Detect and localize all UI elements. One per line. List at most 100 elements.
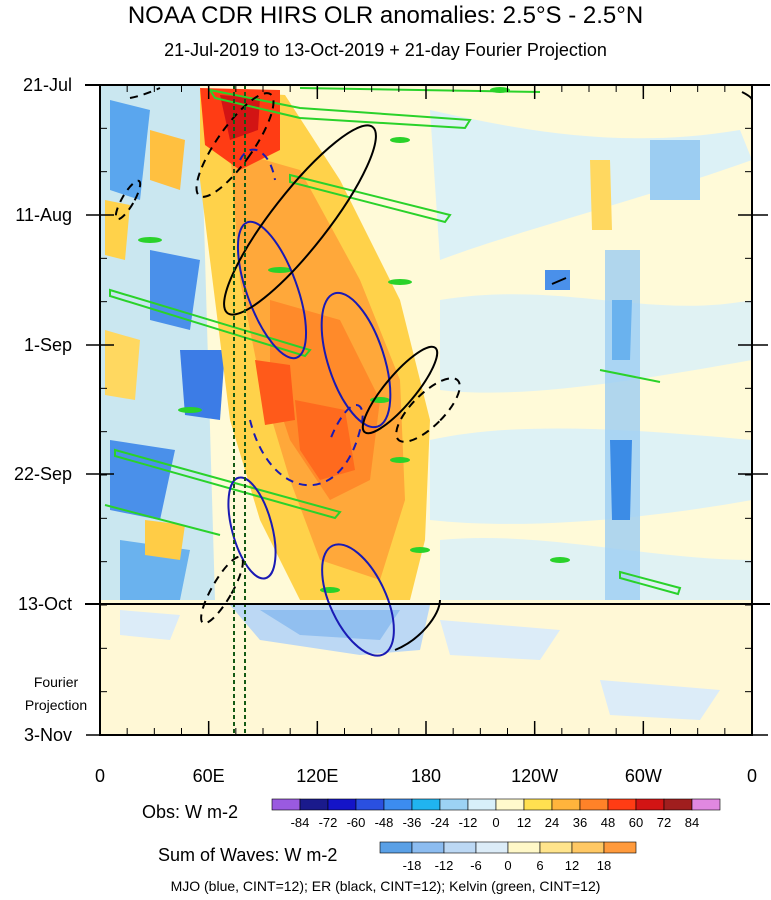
obs-colorbar-label: 36 <box>573 815 587 830</box>
obs-colorbar-label: -36 <box>403 815 422 830</box>
anomaly-blob <box>440 294 752 393</box>
x-tick-label: 0 <box>747 766 757 786</box>
obs-colorbar-swatch <box>523 798 553 811</box>
kelvin-contour <box>207 88 472 130</box>
obs-colorbar-label: 24 <box>545 815 559 830</box>
kelvin-blob <box>388 279 412 285</box>
er-contour <box>395 377 461 443</box>
waves-colorbar-label: -6 <box>470 858 482 873</box>
obs-colorbar-label: 48 <box>601 815 615 830</box>
mjo-contour <box>321 543 395 657</box>
mjo-contour <box>227 476 277 580</box>
obs-colorbar-swatch <box>439 798 469 811</box>
er-contour <box>223 124 377 316</box>
obs-colorbar-swatch <box>579 798 609 811</box>
x-tick-label: 180 <box>411 766 441 786</box>
contour-legend: MJO (blue, CINT=12); ER (black, CINT=12)… <box>170 878 601 894</box>
y-tick-label: 3-Nov <box>24 725 72 745</box>
obs-colorbar-swatch <box>355 798 385 811</box>
obs-colorbar-swatch <box>607 798 637 811</box>
kelvin-blob <box>268 267 292 273</box>
obs-colorbar-label: 84 <box>685 815 699 830</box>
obs-colorbar-label: -72 <box>319 815 338 830</box>
anomaly-blob <box>260 610 400 640</box>
anomaly-blob <box>610 440 632 520</box>
x-axis: 0 60E 120E 180 120W 60W 0 <box>95 85 757 786</box>
anomaly-blob <box>150 250 200 330</box>
kelvin-blob <box>410 547 430 553</box>
y-axis: 21-Jul 11-Aug 1-Sep 22-Sep 13-Oct 3-Nov <box>14 75 768 745</box>
waves-colorbar-swatch <box>603 841 637 854</box>
obs-colorbar-swatch <box>551 798 581 811</box>
waves-colorbar-swatch <box>539 841 573 854</box>
y-tick-label: 1-Sep <box>24 335 72 355</box>
kelvin-contour <box>599 369 661 383</box>
projection-label: Projection <box>25 697 87 713</box>
anomaly-blob <box>145 520 185 560</box>
obs-colorbar-swatch <box>663 798 693 811</box>
obs-colorbar-label: -12 <box>459 815 478 830</box>
anomaly-blob <box>545 270 570 290</box>
fourier-label: Fourier <box>34 674 79 690</box>
waves-colorbar-swatch <box>411 841 445 854</box>
kelvin-contour <box>619 570 682 596</box>
waves-colorbar-swatch <box>379 841 413 854</box>
obs-colorbar-label: -24 <box>431 815 450 830</box>
x-tick-label: 120E <box>296 766 338 786</box>
waves-colorbar-label: 18 <box>597 858 611 873</box>
obs-colorbar-swatch <box>635 798 665 811</box>
anomaly-blob <box>590 160 612 230</box>
obs-colorbar-label: -84 <box>291 815 310 830</box>
anomaly-blob <box>120 610 180 640</box>
waves-colorbar: -18 -12 -6 0 6 12 18 <box>379 841 637 873</box>
obs-colorbar: -84 -72 -60 -48 -36 -24 -12 0 12 24 36 48 60 72 84 <box>271 798 721 830</box>
obs-colorbar-label: 72 <box>657 815 671 830</box>
kelvin-blob <box>390 137 410 143</box>
er-contour <box>195 92 275 198</box>
x-tick-label: 60W <box>625 766 662 786</box>
mjo-contour <box>249 404 364 486</box>
waves-colorbar-label: 12 <box>565 858 579 873</box>
obs-colorbar-swatch <box>271 798 301 811</box>
y-tick-label: 22-Sep <box>14 464 72 484</box>
er-contour <box>114 179 142 221</box>
chart-subtitle: 21-Jul-2019 to 13-Oct-2019 + 21-day Four… <box>164 40 607 60</box>
waves-colorbar-swatch <box>443 841 477 854</box>
anomaly-field <box>100 85 752 735</box>
obs-colorbar-title: Obs: W m-2 <box>142 802 239 822</box>
kelvin-blobs <box>138 87 570 593</box>
obs-colorbar-swatch <box>495 798 525 811</box>
kelvin-blob <box>490 87 510 93</box>
anomaly-blob <box>650 140 700 200</box>
anomaly-blob <box>110 100 150 200</box>
kelvin-contour <box>289 173 452 224</box>
y-tick-label: 21-Jul <box>23 75 72 95</box>
anomaly-blob <box>270 300 380 500</box>
kelvin-blob <box>550 557 570 563</box>
kelvin-blob <box>178 407 202 413</box>
obs-colorbar-label: 0 <box>492 815 499 830</box>
waves-colorbar-swatch <box>571 841 605 854</box>
er-contour <box>129 87 161 99</box>
y-tick-label: 11-Aug <box>15 205 72 225</box>
kelvin-blob <box>390 457 410 463</box>
x-tick-label: 0 <box>95 766 105 786</box>
obs-colorbar-swatch <box>411 798 441 811</box>
anomaly-blob <box>600 680 720 720</box>
mjo-contour <box>239 148 276 181</box>
waves-colorbar-swatch <box>475 841 509 854</box>
x-tick-label: 120W <box>511 766 558 786</box>
obs-colorbar-label: 60 <box>629 815 643 830</box>
mjo-contour <box>320 291 392 429</box>
mjo-contour <box>236 220 308 360</box>
anomaly-blob <box>180 350 225 420</box>
obs-colorbar-label: -48 <box>375 815 394 830</box>
anomaly-blob <box>440 620 560 660</box>
er-contour <box>200 555 244 625</box>
er-contour <box>361 345 439 435</box>
kelvin-blob <box>320 587 340 593</box>
obs-colorbar-swatch <box>467 798 497 811</box>
waves-colorbar-title: Sum of Waves: W m-2 <box>158 845 338 865</box>
er-contour <box>551 277 567 285</box>
